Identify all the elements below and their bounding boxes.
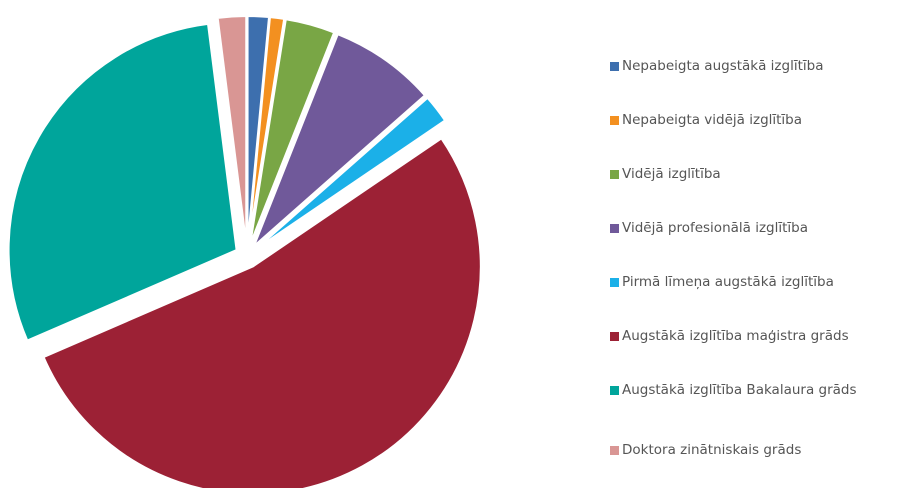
legend-item: Nepabeigta augstākā izglītība: [610, 58, 895, 112]
legend-item: Augstākā izglītība Bakalaura grāds: [610, 382, 895, 436]
legend-label: Vidējā izglītība: [622, 166, 721, 182]
legend-item: Vidējā profesionālā izglītība: [610, 220, 895, 274]
pie-area: [7, 15, 482, 488]
pie-slice: [216, 15, 248, 245]
legend-label: Nepabeigta augstākā izglītība: [622, 58, 824, 74]
legend-swatch: [610, 386, 619, 395]
legend-item: Nepabeigta vidējā izglītība: [610, 112, 895, 166]
pie-slice: [255, 96, 447, 250]
legend-item: Pirmā līmeņa augstākā izglītība: [610, 274, 895, 328]
legend-swatch: [610, 278, 619, 287]
pie-slice: [42, 136, 482, 488]
legend-item: Augstākā izglītība maģistra grāds: [610, 328, 895, 382]
legend-swatch: [610, 170, 619, 179]
legend-label: Doktora zinātniskais grāds: [622, 442, 802, 458]
legend-swatch: [610, 62, 619, 71]
legend-swatch: [610, 446, 619, 455]
legend-swatch: [610, 332, 619, 341]
legend-label: Vidējā profesionālā izglītība: [622, 220, 809, 236]
legend-swatch: [610, 224, 619, 233]
legend: Nepabeigta augstākā izglītība Nepabeigta …: [610, 58, 895, 488]
legend-label: Augstākā izglītība maģistra grāds: [622, 328, 849, 344]
pie-slice: [249, 18, 336, 245]
pie-slice: [247, 16, 286, 245]
pie-slice: [252, 32, 427, 247]
legend-label: Augstākā izglītība Bakalaura grāds: [622, 382, 857, 398]
pie-slice: [7, 22, 238, 342]
legend-label: Nepabeigta vidējā izglītība: [622, 112, 803, 128]
legend-swatch: [610, 116, 619, 125]
legend-item: Vidējā izglītība: [610, 166, 895, 220]
legend-item: Doktora zinātniskais grāds: [610, 442, 895, 488]
legend-label: Pirmā līmeņa augstākā izglītība: [622, 274, 834, 290]
